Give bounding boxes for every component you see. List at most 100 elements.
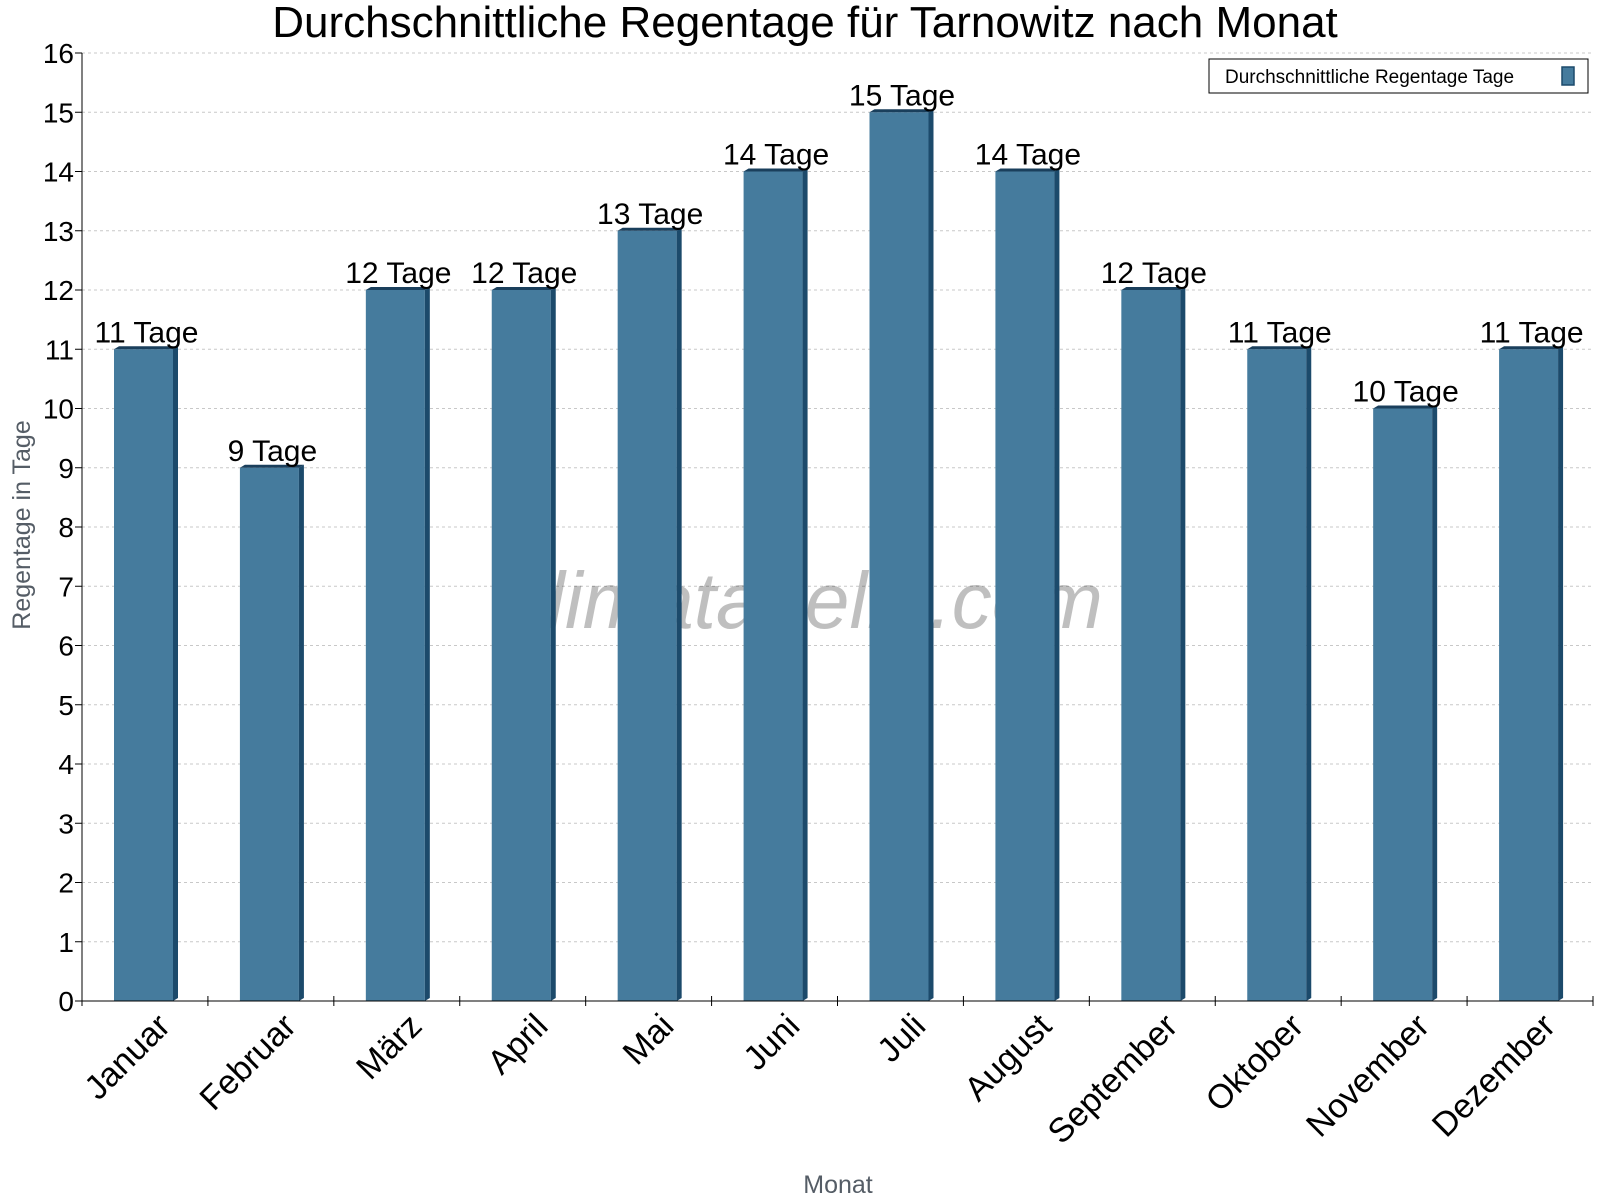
y-tick-label: 4	[58, 749, 74, 780]
bar-top	[1121, 287, 1186, 290]
bar-value-label: 12 Tage	[345, 257, 451, 290]
bar-side	[1180, 287, 1186, 1001]
y-tick-label: 8	[58, 512, 74, 543]
x-tick-label: April	[480, 1007, 555, 1082]
x-tick-label: September	[1041, 1007, 1185, 1151]
y-tick-label: 12	[43, 275, 74, 306]
x-tick-label: August	[957, 1006, 1059, 1108]
grid-lines	[82, 52, 1593, 943]
y-tick-label: 0	[58, 986, 74, 1017]
bar-top	[491, 287, 556, 290]
bar-face	[743, 171, 803, 1001]
y-tick-label: 7	[58, 571, 74, 602]
bar-side	[1558, 346, 1564, 1001]
bar	[365, 287, 430, 1001]
x-axis-label: Monat	[803, 1171, 873, 1199]
bar-side	[802, 168, 808, 1001]
bar-face	[365, 290, 425, 1001]
y-axis-label: Regentage in Tage	[8, 420, 36, 629]
y-tick-label: 3	[58, 808, 74, 839]
bars: 11 Tage 9 Tage 12 Tage 12 Tage 13 Tage 14 Tag…	[95, 79, 1584, 1001]
x-tick-label: Juli	[870, 1007, 933, 1070]
x-tick-label: Februar	[193, 1007, 304, 1118]
bar	[617, 227, 682, 1001]
bar-top	[1373, 405, 1438, 409]
bar-value-label: 14 Tage	[975, 139, 1081, 172]
bar	[491, 287, 556, 1001]
x-axis-ticks: Januar Februar März April Mai Juni Juli AugustS…	[77, 996, 1594, 1151]
bar-face	[1121, 290, 1181, 1001]
bar-top	[239, 464, 304, 468]
bar-side	[424, 287, 430, 1001]
bar-value-label: 9 Tage	[228, 435, 318, 468]
x-tick-label: Dezember	[1425, 1007, 1563, 1145]
x-tick-label: Mai	[616, 1007, 682, 1073]
bar-side	[1306, 346, 1312, 1001]
bar-value-label: 12 Tage	[471, 257, 577, 290]
y-tick-label: 6	[58, 631, 74, 662]
bar	[1121, 287, 1186, 1001]
x-tick-label: Januar	[77, 1007, 177, 1107]
bar-top	[1247, 346, 1312, 350]
bar-value-label: 11 Tage	[95, 316, 199, 349]
x-tick-label: November	[1299, 1007, 1437, 1145]
legend-box	[1208, 58, 1589, 94]
bar-face	[995, 171, 1055, 1001]
bar-top	[743, 168, 808, 172]
bar-value-label: 11 Tage	[1228, 316, 1332, 349]
bar	[869, 109, 934, 1001]
bar-face	[1499, 349, 1559, 1001]
bar-top	[869, 109, 934, 113]
bar	[1499, 346, 1564, 1001]
bar-face	[114, 349, 173, 1001]
bar-face	[239, 467, 299, 1001]
bar	[995, 168, 1060, 1001]
bar-side	[1432, 405, 1438, 1001]
bar-value-label: 11 Tage	[1480, 316, 1584, 349]
bar-value-label: 10 Tage	[1353, 376, 1459, 409]
bar-face	[1247, 349, 1307, 1001]
bar	[1247, 346, 1312, 1001]
bar-face	[1373, 408, 1433, 1001]
y-tick-label: 5	[58, 690, 74, 721]
y-tick-label: 2	[58, 868, 74, 899]
bar-side	[676, 227, 682, 1001]
y-tick-label: 16	[43, 38, 74, 69]
x-tick-label: Oktober	[1199, 1007, 1311, 1119]
bar-face	[491, 290, 551, 1001]
bar-top	[995, 168, 1060, 172]
legend-swatch	[1561, 66, 1575, 86]
y-tick-label: 10	[43, 394, 74, 425]
y-tick-label: 11	[45, 334, 74, 365]
bar	[239, 464, 304, 1001]
bar-face	[617, 230, 677, 1001]
bar-top	[114, 346, 178, 350]
bar	[1373, 405, 1438, 1001]
legend-entry-label: Durchschnittliche Regentage Tage	[1225, 67, 1514, 88]
y-tick-label: 14	[43, 157, 74, 188]
bar-value-label: 13 Tage	[597, 198, 703, 231]
bar-value-label: 14 Tage	[723, 139, 829, 172]
bar-side	[928, 109, 934, 1001]
bar-side	[1054, 168, 1060, 1001]
bar	[114, 346, 178, 1001]
bar-side	[550, 287, 556, 1001]
bar-value-label: 15 Tage	[849, 79, 955, 112]
bar-side	[298, 464, 304, 1001]
x-tick-label: März	[349, 1007, 429, 1087]
chart-title: Durchschnittliche Regentage für Tarnowit…	[272, 0, 1338, 47]
bar-side	[173, 346, 178, 1001]
y-tick-label: 1	[58, 927, 74, 958]
y-tick-label: 15	[43, 97, 74, 128]
bar-top	[617, 227, 682, 231]
bar-top	[1499, 346, 1564, 350]
bar	[743, 168, 808, 1001]
bar-top	[365, 287, 430, 290]
legend: Durchschnittliche Regentage Tage	[1208, 58, 1589, 94]
bar-face	[869, 112, 929, 1001]
y-tick-label: 13	[43, 216, 74, 247]
bar-value-label: 12 Tage	[1101, 257, 1207, 290]
x-tick-label: Juni	[736, 1007, 807, 1078]
